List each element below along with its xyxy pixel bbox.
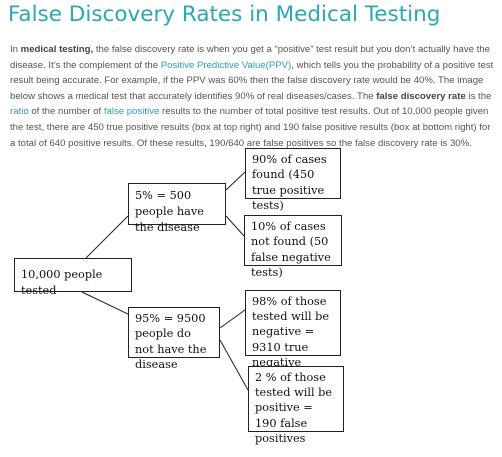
connector-disease-falseneg xyxy=(225,215,245,237)
para-text-5: of the number of xyxy=(28,106,104,118)
box-people-tested: 10,000 people tested xyxy=(14,258,132,297)
box-true-positive: 90% of cases found (450 true positive te… xyxy=(245,148,341,212)
page-title: False Discovery Rates in Medical Testing xyxy=(8,2,441,27)
connector-nodisease-trueneg xyxy=(219,309,246,329)
box-false-positive: 2 % of those tested will be positive = 1… xyxy=(248,366,344,445)
ratio-link[interactable]: ratio xyxy=(10,106,29,118)
para-text-1: In xyxy=(10,44,21,55)
connector-root-no-disease xyxy=(81,291,129,315)
connector-disease-truepos xyxy=(225,171,246,191)
intro-paragraph: In medical testing, the false discovery … xyxy=(10,42,496,151)
box-no-disease: 95% = 9500 people do not have the diseas… xyxy=(128,307,220,371)
box-have-disease: 5% = 500 people have the disease xyxy=(128,183,226,234)
connector-root-disease xyxy=(85,215,129,259)
false-positive-link[interactable]: false positive xyxy=(103,106,160,118)
para-bold-medical-testing: medical testing, xyxy=(20,44,94,55)
box-false-negative: 10% of cases not found (50 false negativ… xyxy=(244,215,342,279)
para-text-4: is the xyxy=(465,90,492,102)
ppv-link[interactable]: Positive Predictive Value(PPV) xyxy=(160,59,292,71)
connector-nodisease-falsepos xyxy=(219,339,249,391)
para-text-3: , which tells you the probability of a p… xyxy=(10,59,494,102)
para-bold-fdr: false discovery rate xyxy=(376,90,466,102)
para-text-6: results to the number of total positive … xyxy=(10,106,491,149)
box-true-negative: 98% of those tested will be negative = 9… xyxy=(245,290,341,369)
para-text-2: the false discovery rate is when you get… xyxy=(10,44,490,71)
